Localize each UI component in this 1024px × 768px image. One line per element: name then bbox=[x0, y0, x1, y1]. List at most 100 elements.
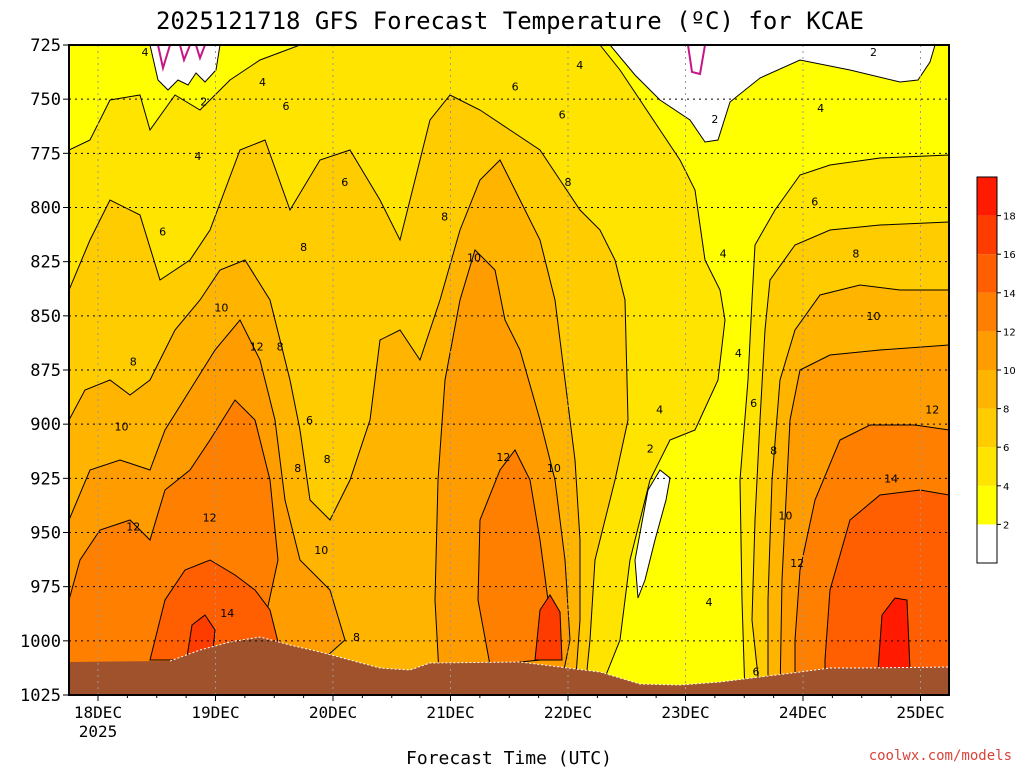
contour-label: 4 bbox=[656, 403, 663, 416]
band-16-18-mid bbox=[534, 594, 563, 661]
colorbar-swatch bbox=[977, 254, 997, 293]
contour-label: 10 bbox=[314, 544, 328, 557]
y-tick-label: 1025 bbox=[20, 686, 61, 706]
contour-label: 8 bbox=[770, 445, 777, 458]
contour-label: 6 bbox=[306, 414, 313, 427]
contour-label: 8 bbox=[294, 462, 301, 475]
contour-label: 10 bbox=[547, 462, 561, 475]
colorbar-tick-label: 16 bbox=[1003, 250, 1016, 261]
contour-label: 8 bbox=[130, 356, 137, 369]
terrain bbox=[69, 637, 949, 695]
contour-label: 12 bbox=[250, 341, 264, 354]
x-axis-label: Forecast Time (UTC) bbox=[406, 748, 612, 768]
colorbar-tick-label: 18 bbox=[1003, 212, 1016, 223]
colorbar-tick-label: 12 bbox=[1003, 327, 1016, 338]
contour-label: 12 bbox=[496, 451, 510, 464]
contour-label: 4 bbox=[142, 46, 149, 59]
contour-label: 10 bbox=[214, 302, 228, 315]
x-tick-label: 21DEC bbox=[426, 703, 474, 722]
contour-label: 12 bbox=[126, 520, 140, 533]
contour-label: 12 bbox=[203, 512, 217, 525]
colorbar-swatch bbox=[977, 292, 997, 332]
credit-text: coolwx.com/models bbox=[869, 748, 1012, 764]
contour-labels: 4 2 4 4 6 6 8 10 12 10 12 8 8 6 6 8 8 10 12 14 8 6 6 8 10 8 12 10 4 4… bbox=[115, 46, 940, 679]
contour-label: 10 bbox=[778, 510, 792, 523]
contour-label: 4 bbox=[817, 102, 824, 115]
contour-label: 4 bbox=[735, 347, 742, 360]
contour-label: 2 bbox=[200, 96, 207, 109]
contour-label: 8 bbox=[852, 247, 859, 260]
contour-label: 6 bbox=[341, 176, 348, 189]
contour-label: 6 bbox=[750, 397, 757, 410]
contour-label: 2 bbox=[870, 46, 877, 59]
contour-label: 8 bbox=[441, 211, 448, 224]
contour-label: 12 bbox=[790, 557, 804, 570]
y-tick-label: 775 bbox=[30, 144, 61, 164]
colorbar-swatch bbox=[977, 485, 997, 525]
contour-label: 4 bbox=[259, 76, 266, 89]
colorbar-tick-label: 8 bbox=[1003, 405, 1009, 416]
colorbar-swatch bbox=[977, 370, 997, 409]
colorbar-tick-label: 14 bbox=[1003, 289, 1016, 300]
x-tick-label: 20DEC bbox=[309, 703, 357, 722]
contour-label: 6 bbox=[283, 100, 290, 113]
y-tick-label: 725 bbox=[30, 36, 61, 56]
magenta-contour-right bbox=[687, 45, 706, 76]
contour-label: 4 bbox=[706, 596, 713, 609]
x-tick-sublabel: 2025 bbox=[79, 722, 118, 741]
y-tick-label: 900 bbox=[30, 415, 61, 435]
contour-label: 8 bbox=[353, 631, 360, 644]
contour-label: 8 bbox=[277, 341, 284, 354]
colorbar-swatch bbox=[977, 177, 997, 216]
contour-label: 10 bbox=[467, 252, 481, 265]
y-axis: 725 750 775 800 825 850 875 900 925 950 975 1000 102… bbox=[20, 36, 69, 706]
contour-label: 6 bbox=[159, 226, 166, 239]
colorbar-swatch bbox=[977, 524, 997, 563]
contour-label: 14 bbox=[220, 607, 234, 620]
x-tick-label: 19DEC bbox=[191, 703, 239, 722]
y-tick-label: 850 bbox=[30, 307, 61, 327]
colorbar-swatch bbox=[977, 215, 997, 255]
chart-title: 2025121718 GFS Forecast Temperature (ºC)… bbox=[156, 7, 864, 35]
x-tick-label: 18DEC bbox=[74, 703, 122, 722]
contour-label: 2 bbox=[711, 113, 718, 126]
colorbar-swatch bbox=[977, 447, 997, 486]
y-tick-label: 950 bbox=[30, 524, 61, 544]
contour-label: 8 bbox=[324, 453, 331, 466]
terrain-edge bbox=[169, 636, 949, 686]
colorbar-tick-label: 4 bbox=[1003, 482, 1009, 493]
contour-label: 6 bbox=[811, 195, 818, 208]
contour-label: 4 bbox=[720, 247, 727, 260]
magenta-contour-left bbox=[157, 45, 206, 72]
x-tick-label: 23DEC bbox=[661, 703, 709, 722]
x-tick-label: 25DEC bbox=[896, 703, 944, 722]
x-tick-label: 22DEC bbox=[544, 703, 592, 722]
contour-label: 8 bbox=[565, 176, 572, 189]
colorbar-tick-label: 2 bbox=[1003, 520, 1009, 531]
contour-label: 2 bbox=[647, 442, 654, 455]
band-below-2-small bbox=[634, 469, 671, 599]
contour-label: 10 bbox=[867, 310, 881, 323]
contour-label: 8 bbox=[300, 241, 307, 254]
colorbar-tick-label: 10 bbox=[1003, 366, 1016, 377]
x-tick-label: 24DEC bbox=[779, 703, 827, 722]
colorbar-tick-label: 6 bbox=[1003, 443, 1009, 454]
y-tick-label: 750 bbox=[30, 90, 61, 110]
contour-label: 14 bbox=[884, 473, 898, 486]
y-tick-label: 975 bbox=[30, 578, 61, 598]
y-tick-label: 875 bbox=[30, 361, 61, 381]
contour-label: 4 bbox=[576, 59, 583, 72]
contour-label: 6 bbox=[512, 81, 519, 94]
colorbar-swatch bbox=[977, 331, 997, 370]
contour-label: 6 bbox=[559, 109, 566, 122]
contour-label: 6 bbox=[753, 666, 760, 679]
contour-label: 4 bbox=[194, 150, 201, 163]
contour-label: 12 bbox=[925, 403, 939, 416]
colorbar-swatch bbox=[977, 408, 997, 448]
y-tick-label: 1000 bbox=[20, 632, 61, 652]
band-12-14-mid bbox=[477, 449, 549, 666]
contour-label: 10 bbox=[115, 421, 129, 434]
y-tick-label: 925 bbox=[30, 469, 61, 489]
